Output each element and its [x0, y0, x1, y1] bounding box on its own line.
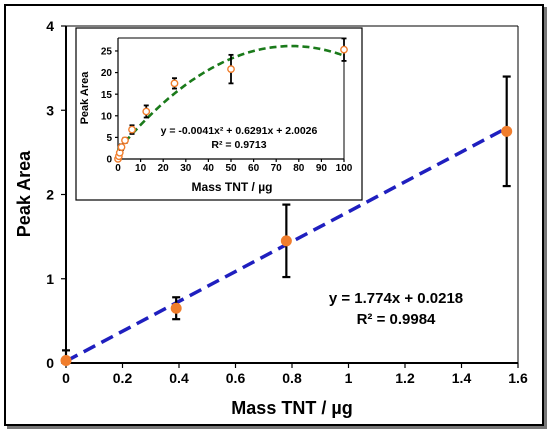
inset-y-tick-label: 10 [101, 111, 113, 122]
inset-x-tick-label: 30 [180, 163, 192, 174]
main-data-point [60, 354, 72, 366]
inset-y-tick-label: 0 [106, 155, 112, 166]
inset-x-tick-label: 100 [336, 163, 353, 174]
inset-x-tick-label: 80 [293, 163, 305, 174]
main-x-tick-label: 1.4 [452, 370, 472, 386]
inset-x-tick-label: 0 [115, 163, 121, 174]
inset-y-tick-label: 20 [101, 68, 113, 79]
main-fit-r2: R² = 0.9984 [357, 311, 436, 328]
main-data-point [280, 235, 292, 247]
inset-x-tick-label: 70 [271, 163, 283, 174]
inset-data-point [121, 136, 129, 145]
main-fit-equation: y = 1.774x + 0.0218 [329, 290, 463, 307]
inset-y-tick-label: 5 [106, 133, 112, 144]
main-y-axis-title: Peak Area [14, 150, 34, 237]
inset-data-point [340, 45, 348, 54]
inset-x-tick-label: 10 [135, 163, 147, 174]
main-y-tick-label: 1 [46, 271, 54, 287]
main-y-tick-label: 4 [46, 18, 54, 34]
inset-fit-equation: y = -0.0041x² + 0.6291x + 2.0026 [161, 125, 318, 137]
main-x-tick-label: 0.6 [226, 370, 246, 386]
inset-data-point [142, 107, 151, 116]
main-data-point [501, 125, 513, 137]
main-x-tick-label: 1 [345, 370, 353, 386]
inset-y-tick-label: 15 [101, 90, 113, 101]
inset-panel [75, 27, 363, 201]
inset-x-tick-label: 20 [158, 163, 170, 174]
inset-x-tick-label: 50 [225, 163, 237, 174]
inset-y-axis-title: Peak Area [79, 71, 91, 125]
inset-x-tick-label: 90 [316, 163, 328, 174]
main-x-tick-label: 1.6 [508, 370, 528, 386]
main-x-tick-label: 0 [62, 370, 70, 386]
main-y-tick-label: 2 [46, 187, 54, 203]
main-y-tick-label: 0 [46, 355, 54, 371]
main-data-point [170, 302, 182, 314]
inset-fit-r2: R² = 0.9713 [211, 139, 266, 151]
inset-data-point [117, 143, 126, 152]
main-x-tick-label: 0.4 [169, 370, 189, 386]
inset-y-tick-label: 25 [101, 47, 113, 58]
inset-x-tick-label: 40 [203, 163, 215, 174]
inset-x-tick-label: 60 [248, 163, 260, 174]
inset-data-point [128, 125, 136, 134]
inset-data-point [170, 79, 179, 88]
inset-x-axis-title: Mass TNT / µg [192, 180, 273, 194]
main-x-tick-label: 0.2 [113, 370, 133, 386]
inset-data-point [227, 65, 235, 74]
main-x-tick-label: 0.8 [282, 370, 302, 386]
main-y-tick-label: 3 [46, 102, 54, 118]
main-x-axis-title: Mass TNT / µg [231, 398, 352, 418]
main-x-tick-label: 1.2 [395, 370, 415, 386]
